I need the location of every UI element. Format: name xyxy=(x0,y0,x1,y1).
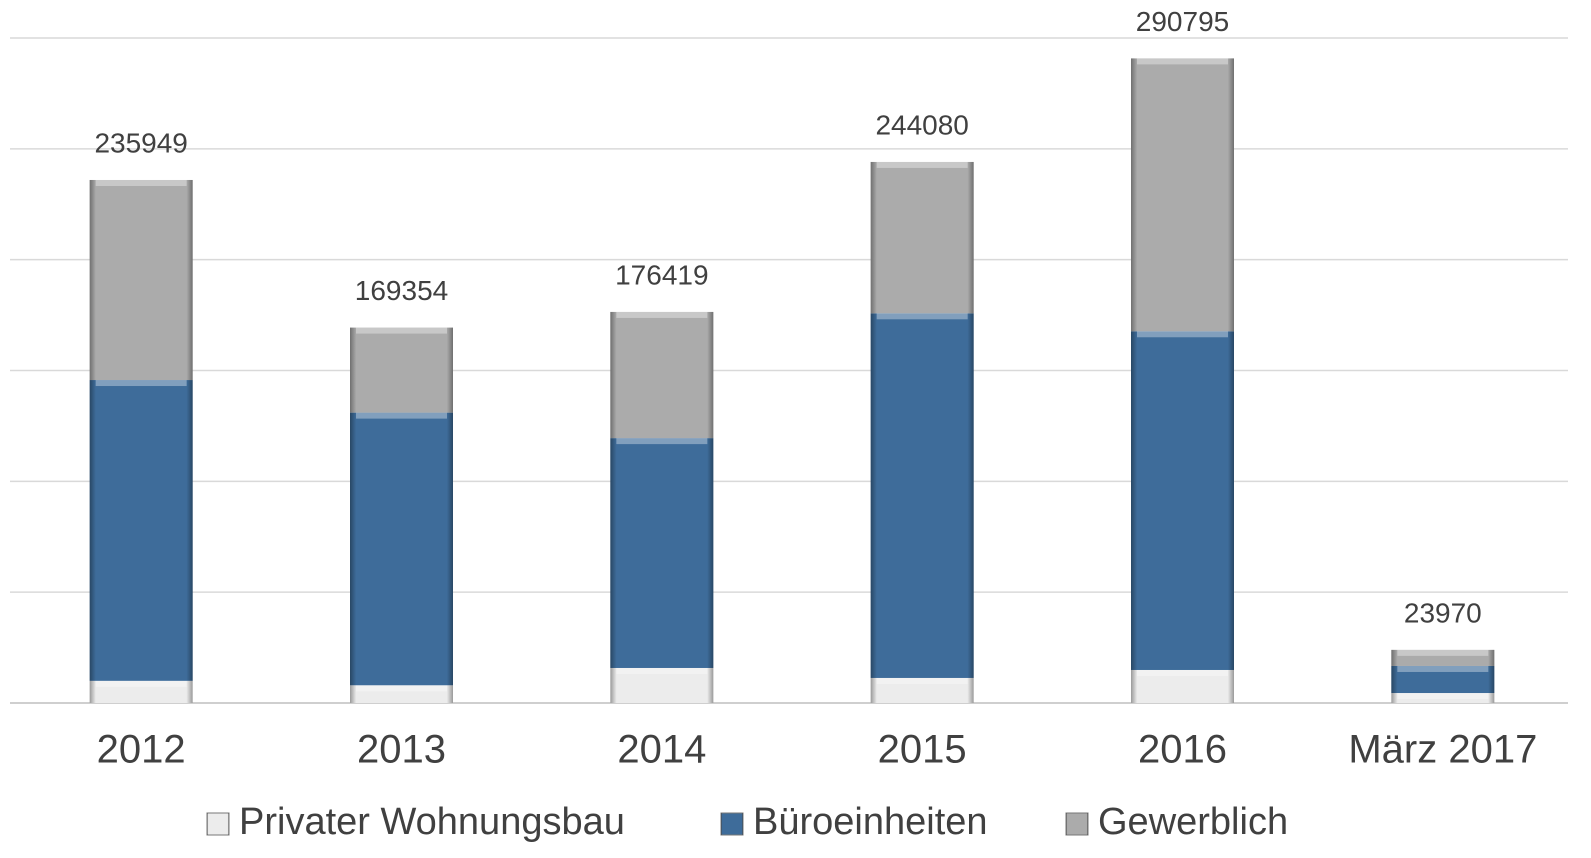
legend-label: Privater Wohnungsbau xyxy=(239,801,625,843)
bar-highlight xyxy=(1137,669,1228,676)
bar-highlight xyxy=(876,677,968,684)
bar-bevel xyxy=(89,680,193,703)
bar-highlight xyxy=(95,179,187,186)
bar-bevel xyxy=(870,677,974,703)
legend-marker-bevel xyxy=(1066,813,1088,835)
total-label: 290795 xyxy=(1136,6,1229,37)
bar-bevel xyxy=(1131,331,1234,670)
bar-highlight xyxy=(95,680,187,687)
bar-highlight xyxy=(95,380,187,387)
bar-bevel xyxy=(350,685,453,703)
x-tick-label: 2016 xyxy=(1138,728,1227,772)
total-label: 23970 xyxy=(1404,597,1482,628)
legend-marker-bevel xyxy=(721,813,743,835)
bar-bevel xyxy=(1131,58,1234,332)
x-tick-label: 2015 xyxy=(878,728,967,772)
x-tick-label: 2014 xyxy=(617,728,706,772)
total-label: 176419 xyxy=(615,259,708,290)
bar-highlight xyxy=(356,685,447,692)
x-tick-label: März 2017 xyxy=(1348,728,1537,772)
bar-bevel xyxy=(1391,665,1495,694)
bar-bevel xyxy=(610,667,714,703)
bar-bevel xyxy=(89,380,193,681)
bar-highlight xyxy=(1137,58,1228,65)
bar-bevel xyxy=(350,327,453,413)
bar-highlight xyxy=(1397,693,1489,700)
x-tick-label: 2012 xyxy=(97,728,186,772)
legend-label: Gewerblich xyxy=(1098,801,1288,843)
bar-highlight xyxy=(876,313,968,320)
bar-highlight xyxy=(616,311,708,318)
bar-bevel xyxy=(870,161,974,314)
bar-highlight xyxy=(1397,665,1489,672)
total-label: 244080 xyxy=(875,109,968,140)
total-label: 235949 xyxy=(94,127,187,158)
bar-highlight xyxy=(1397,649,1489,656)
bar-highlight xyxy=(356,327,447,334)
bar-bevel xyxy=(89,179,193,381)
total-label: 169354 xyxy=(355,275,448,306)
bar-bevel xyxy=(1391,649,1495,666)
bar-highlight xyxy=(616,438,708,445)
bar-bevel xyxy=(610,311,714,439)
x-tick-label: 2013 xyxy=(357,728,446,772)
legend-label: Büroeinheiten xyxy=(753,801,988,843)
bar-bevel xyxy=(350,412,453,686)
bar-highlight xyxy=(1137,331,1228,338)
bar-bevel xyxy=(1131,669,1234,703)
bar-highlight xyxy=(876,161,968,168)
legend-marker-bevel xyxy=(207,813,229,835)
bar-bevel xyxy=(1391,693,1495,703)
bar-highlight xyxy=(356,412,447,419)
bar-bevel xyxy=(870,313,974,678)
bar-bevel xyxy=(610,438,714,668)
bar-highlight xyxy=(616,667,708,674)
